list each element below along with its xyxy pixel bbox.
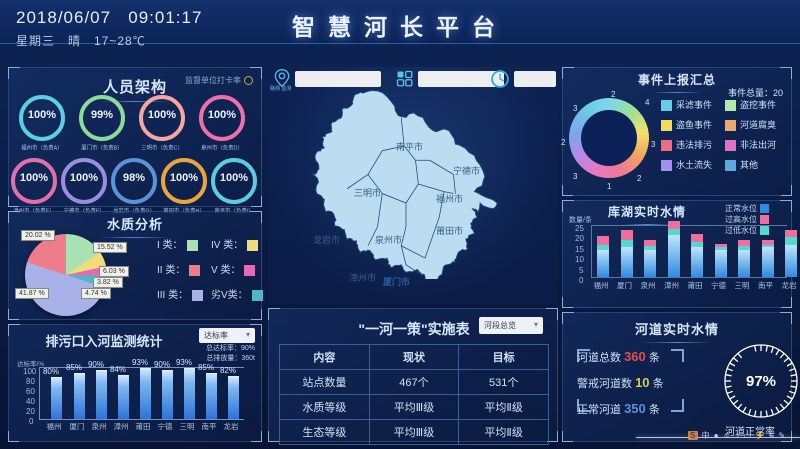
svg-text:97%: 97% [746,373,776,390]
